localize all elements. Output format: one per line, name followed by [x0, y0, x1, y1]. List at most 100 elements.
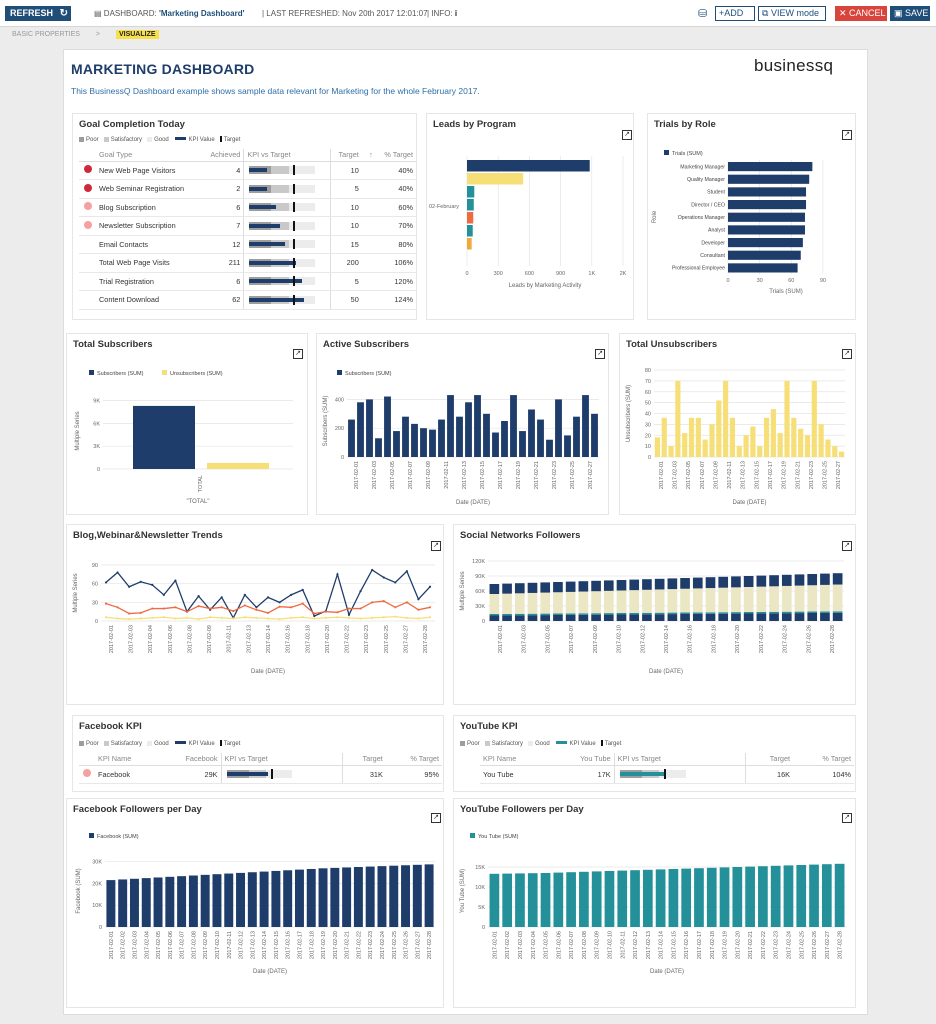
bar: [682, 433, 688, 457]
data-point: [405, 616, 408, 619]
bullet-kpi-value: [249, 242, 285, 247]
bar: [553, 872, 564, 927]
table-row[interactable]: Trial Registration 6 5 120%: [79, 272, 416, 291]
bar-segment: [781, 611, 792, 614]
x-tick-label: 2017-02-28: [427, 931, 433, 959]
bar: [763, 417, 770, 457]
legend-good-swatch: [528, 741, 534, 746]
x-tick-label: 2017-02-17: [297, 931, 303, 959]
kpi-bullet: [249, 257, 316, 268]
x-tick-label: 2017-02-18: [710, 931, 716, 959]
table-row[interactable]: New Web Page Visitors 4 10 40%: [79, 161, 416, 180]
status-cell: [79, 235, 96, 254]
x-tick-label: 2017-02-06: [168, 625, 174, 653]
table-row[interactable]: You Tube 17K 16K 104%: [480, 765, 854, 784]
refresh-button[interactable]: REFRESH ↻: [5, 6, 71, 21]
bar-segment: [553, 615, 563, 621]
bar-segment: [832, 611, 843, 613]
bullet-target-marker: [293, 257, 296, 268]
x-tick-label: 2017-02-20: [325, 625, 331, 653]
x-tick-label: 2017-02-20: [333, 931, 339, 959]
table-row[interactable]: Web Seminar Registration 2 5 40%: [79, 179, 416, 199]
table-row[interactable]: Email Contacts 12 15 80%: [79, 235, 416, 254]
kpi-bullet: [249, 183, 316, 194]
expand-icon[interactable]: ↗: [842, 349, 852, 359]
data-point: [301, 602, 304, 605]
bar: [247, 872, 257, 927]
leads-title: Leads by Program: [433, 119, 516, 130]
data-point: [255, 608, 258, 611]
pct-target-cell: 120%: [375, 272, 416, 291]
bar-segment: [769, 575, 779, 587]
expand-icon[interactable]: ↗: [595, 349, 605, 359]
bar: [796, 865, 807, 927]
bar-segment: [578, 614, 589, 621]
cancel-button[interactable]: ✕ CANCEL: [835, 6, 887, 21]
data-point: [359, 590, 362, 593]
last-refreshed: | LAST REFRESHED: Nov 20th 2017 12:01:07: [262, 9, 428, 18]
table-row[interactable]: Content Download 62 50 124%: [79, 290, 416, 310]
bar-segment: [769, 586, 779, 612]
data-point: [197, 618, 200, 621]
data-point: [116, 606, 119, 609]
expand-icon[interactable]: ↗: [842, 541, 852, 551]
table-row[interactable]: Blog Subscription 6 10 60%: [79, 198, 416, 217]
col-achieved: Achieved: [201, 149, 244, 162]
fbkpi-table: KPI Name Facebook KPI vs Target Target %…: [79, 753, 442, 784]
data-point: [371, 601, 374, 604]
x-tick-label: 2017-02-19: [321, 931, 327, 959]
table-row[interactable]: Total Web Page Visits 211 200 106%: [79, 253, 416, 273]
data-point: [278, 601, 281, 604]
save-button[interactable]: ▣ SAVE: [890, 6, 930, 21]
bar: [709, 424, 715, 457]
bar-segment: [578, 613, 589, 615]
x-tick-label: 2017-02-19: [516, 461, 522, 489]
pct-target-cell: 60%: [375, 198, 416, 217]
kpi-bullet-cell: [243, 179, 331, 199]
data-point: [266, 611, 270, 615]
data-point: [417, 598, 420, 601]
bar-segment: [514, 615, 525, 621]
top-toolbar: REFRESH ↻ ▤ DASHBOARD: 'Marketing Dashboa…: [0, 0, 936, 27]
bar: [467, 199, 474, 211]
view-mode-button[interactable]: ⧉ VIEW mode: [758, 6, 826, 21]
refresh-icon: ↻: [59, 8, 68, 19]
expand-icon[interactable]: ↗: [431, 541, 441, 551]
bar-segment: [731, 613, 741, 621]
x-tick-label: 2017-02-11: [227, 625, 233, 653]
database-icon[interactable]: ⛁: [698, 8, 708, 20]
expand-icon[interactable]: ↗: [293, 349, 303, 359]
data-point: [417, 617, 420, 620]
breadcrumb-basic-properties[interactable]: BASIC PROPERTIES: [12, 31, 80, 38]
kpi-bullet: [249, 202, 316, 213]
bullet-target-marker: [293, 183, 296, 194]
data-point: [290, 616, 293, 619]
y-tick-label: 0: [482, 619, 485, 625]
expand-icon[interactable]: ↗: [622, 130, 632, 140]
bar-segment: [820, 584, 830, 612]
x-tick-label: 2017-02-25: [799, 931, 805, 959]
bar: [467, 225, 473, 237]
y-tick-label: 90K: [475, 574, 485, 580]
info-icon[interactable]: i: [454, 9, 458, 18]
achieved-cell: 6: [201, 198, 244, 217]
bar: [118, 879, 128, 927]
table-row[interactable]: Facebook 29K 31K 95%: [79, 765, 442, 784]
sort-arrow-icon[interactable]: ↑: [361, 149, 376, 162]
expand-icon[interactable]: ↗: [842, 813, 852, 823]
bar-segment: [832, 612, 843, 621]
col-pct-target: % Target: [385, 753, 442, 766]
series-line: [105, 600, 431, 615]
x-axis-title: Date (DATE): [251, 669, 285, 675]
legend-target-swatch: [219, 136, 222, 142]
x-tick-label: 2017-02-18: [305, 625, 311, 653]
bar-segment: [680, 614, 690, 621]
expand-icon[interactable]: ↗: [431, 813, 441, 823]
breadcrumb-visualize[interactable]: VISUALIZE: [115, 30, 159, 39]
table-row[interactable]: Newsletter Subscription 7 10 70%: [79, 216, 416, 236]
legend-target-swatch: [600, 740, 603, 746]
bar: [832, 446, 838, 457]
bar: [501, 421, 508, 457]
add-button[interactable]: +ADD: [715, 6, 755, 21]
expand-icon[interactable]: ↗: [842, 130, 852, 140]
